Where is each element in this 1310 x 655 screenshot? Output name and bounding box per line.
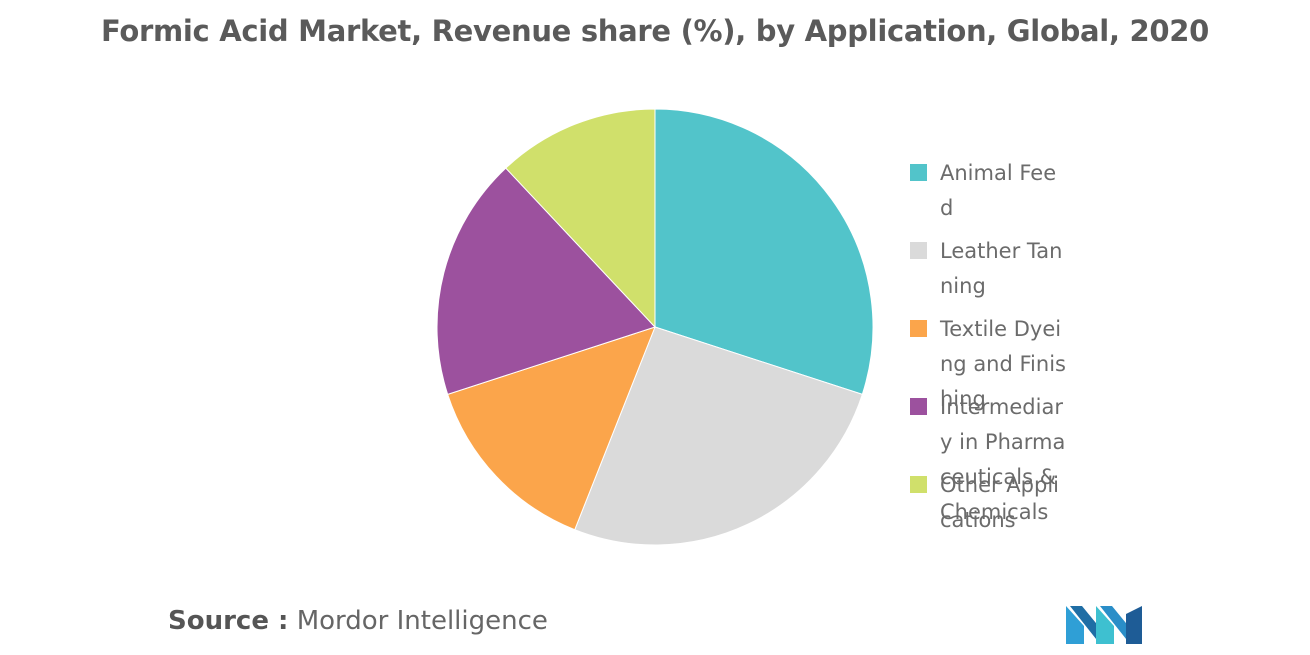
legend-label: Animal Feed	[940, 161, 1057, 220]
legend-swatch	[910, 320, 927, 337]
legend-swatch	[910, 398, 927, 415]
legend-label: Intermediary in Pharmaceuticals & Chemic…	[940, 395, 1066, 524]
legend-swatch	[910, 164, 927, 181]
legend-swatch	[910, 476, 927, 493]
source-prefix: Source :	[168, 606, 289, 636]
pie-slice-2	[574, 326, 863, 546]
chart-title: Formic Acid Market, Revenue share (%), b…	[101, 14, 1209, 48]
legend-label: Other Applications	[940, 473, 1059, 532]
source-note: Source : Mordor Intelligence	[168, 606, 548, 636]
pie-slice-4	[436, 167, 656, 396]
pie-slice-5	[505, 108, 656, 329]
legend-label: Textile Dyeing and Finishing	[940, 317, 1066, 411]
pie-slice-1	[654, 108, 874, 396]
mordor-intelligence-logo	[1066, 606, 1142, 644]
source-text: Mordor Intelligence	[296, 606, 548, 636]
legend-label: Leather Tanning	[940, 239, 1063, 298]
legend-swatch	[910, 242, 927, 259]
